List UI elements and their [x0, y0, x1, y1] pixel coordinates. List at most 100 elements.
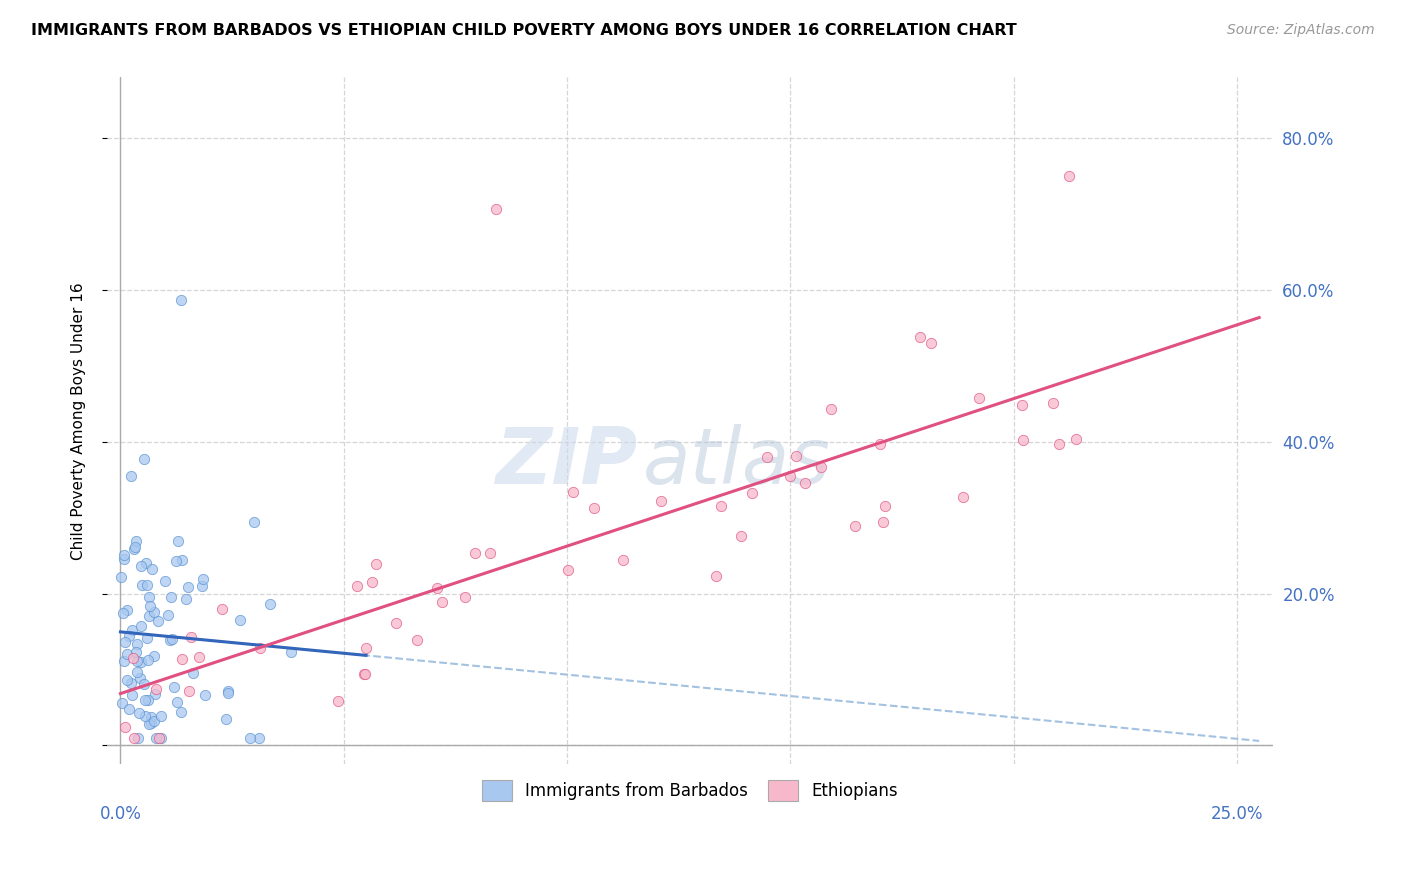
Point: [952, 490, 974, 504]
Point: [150, 731, 173, 745]
Legend: Immigrants from Barbados, Ethiopians: Immigrants from Barbados, Ethiopians: [475, 773, 904, 807]
Point: [1047, 437, 1070, 451]
Point: [869, 437, 891, 451]
Point: [191, 572, 214, 586]
Point: [361, 574, 384, 589]
Point: [110, 570, 132, 584]
Point: [794, 475, 817, 490]
Point: [364, 557, 387, 571]
Point: [141, 716, 163, 731]
Point: [120, 675, 142, 690]
Point: [478, 546, 501, 560]
Point: [112, 548, 135, 562]
Point: [217, 686, 239, 700]
Point: [356, 641, 378, 656]
Point: [259, 597, 281, 611]
Point: [110, 697, 132, 711]
Point: [354, 667, 377, 681]
Point: [134, 677, 156, 691]
Point: [166, 695, 188, 709]
Point: [159, 633, 181, 648]
Point: [432, 594, 454, 608]
Point: [820, 401, 842, 416]
Point: [229, 613, 252, 627]
Point: [136, 652, 159, 666]
Point: [142, 648, 165, 663]
Point: [148, 731, 170, 745]
Point: [454, 591, 477, 605]
Point: [561, 485, 583, 500]
Point: [1012, 433, 1035, 447]
Point: [128, 706, 150, 720]
Point: [172, 552, 194, 566]
Point: [704, 569, 727, 583]
Point: [779, 468, 801, 483]
Point: [217, 684, 239, 698]
Point: [138, 590, 160, 604]
Point: [239, 731, 262, 745]
Point: [115, 603, 138, 617]
Text: Source: ZipAtlas.com: Source: ZipAtlas.com: [1227, 23, 1375, 37]
Point: [117, 702, 139, 716]
Point: [190, 579, 212, 593]
Point: [112, 654, 135, 668]
Point: [125, 665, 148, 680]
Point: [875, 499, 897, 513]
Point: [346, 579, 368, 593]
Point: [1011, 398, 1033, 412]
Point: [120, 469, 142, 483]
Point: [125, 645, 148, 659]
Point: [249, 731, 271, 745]
Point: [741, 485, 763, 500]
Point: [920, 336, 942, 351]
Point: [136, 692, 159, 706]
Point: [194, 688, 217, 702]
Point: [134, 452, 156, 467]
Point: [149, 709, 172, 723]
Point: [730, 528, 752, 542]
Point: [211, 602, 233, 616]
Point: [243, 516, 266, 530]
Text: IMMIGRANTS FROM BARBADOS VS ETHIOPIAN CHILD POVERTY AMONG BOYS UNDER 16 CORRELAT: IMMIGRANTS FROM BARBADOS VS ETHIOPIAN CH…: [31, 23, 1017, 38]
Point: [112, 552, 135, 566]
Point: [129, 671, 152, 685]
Point: [844, 519, 866, 533]
Point: [353, 666, 375, 681]
Point: [115, 673, 138, 687]
Point: [160, 590, 183, 604]
Point: [138, 716, 160, 731]
Point: [121, 688, 143, 702]
Point: [122, 731, 145, 745]
Text: ZIP: ZIP: [495, 424, 637, 500]
Point: [124, 542, 146, 557]
Point: [129, 559, 152, 574]
Point: [180, 631, 202, 645]
Point: [165, 554, 187, 568]
Point: [405, 632, 427, 647]
Point: [908, 330, 931, 344]
Point: [160, 632, 183, 646]
Point: [134, 708, 156, 723]
Point: [170, 293, 193, 308]
Text: 25.0%: 25.0%: [1211, 805, 1263, 823]
Point: [114, 720, 136, 734]
Point: [111, 606, 134, 620]
Point: [755, 450, 778, 464]
Point: [157, 607, 180, 622]
Point: [326, 693, 349, 707]
Point: [1064, 433, 1087, 447]
Point: [131, 578, 153, 592]
Point: [167, 533, 190, 548]
Point: [134, 692, 156, 706]
Point: [163, 680, 186, 694]
Point: [174, 591, 197, 606]
Point: [583, 501, 606, 516]
Point: [141, 562, 163, 576]
Point: [145, 731, 167, 745]
Point: [127, 731, 149, 745]
Point: [129, 656, 152, 670]
Point: [385, 615, 408, 630]
Point: [148, 614, 170, 628]
Point: [170, 705, 193, 719]
Point: [142, 605, 165, 619]
